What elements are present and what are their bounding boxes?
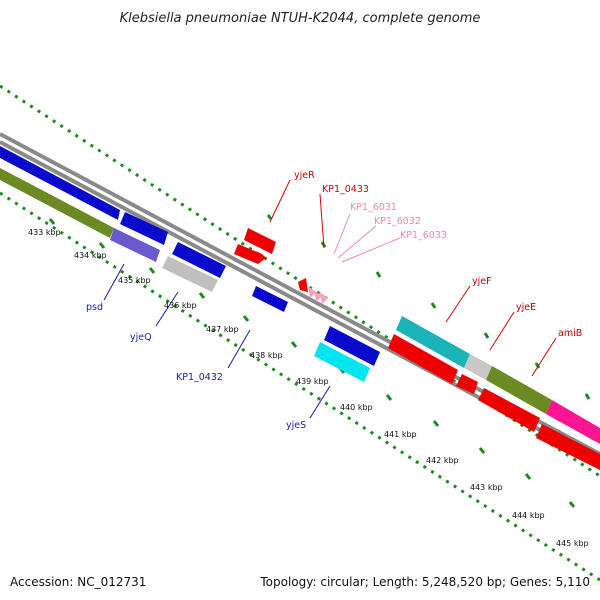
feature-red-2 bbox=[234, 244, 266, 264]
gene-label-KP1_6031: KP1_6031 bbox=[350, 202, 397, 213]
feature-red-1 bbox=[244, 228, 276, 254]
leader-lines-red bbox=[269, 179, 557, 377]
feature-blue-1 bbox=[120, 212, 168, 245]
gene-label-yjeS: yjeS bbox=[286, 420, 306, 431]
scale-label: 440 kbp bbox=[340, 403, 373, 412]
feature-red-4 bbox=[456, 374, 478, 394]
scale-labels: 433 kbp 434 kbp 435 kbp 436 kbp 437 kbp … bbox=[28, 228, 589, 548]
scale-label: 435 kbp bbox=[118, 276, 151, 285]
topology-label: Topology: circular; Length: 5,248,520 bp… bbox=[259, 575, 590, 589]
map-title: Klebsiella pneumoniae NTUH-K2044, comple… bbox=[120, 11, 481, 26]
feature-magenta bbox=[546, 400, 600, 444]
inner-ring-ticks bbox=[48, 218, 576, 508]
scale-label: 438 kbp bbox=[250, 351, 283, 360]
feature-blue-3 bbox=[252, 286, 288, 312]
scale-label: 443 kbp bbox=[470, 483, 503, 492]
feature-olive-2 bbox=[486, 366, 552, 414]
leader-lines-pink bbox=[333, 213, 401, 263]
gene-label-yjeF: yjeF bbox=[472, 276, 492, 287]
feature-blue-2 bbox=[172, 242, 226, 278]
inner-dotted-ring bbox=[0, 191, 600, 582]
feature-pink-3 bbox=[320, 292, 328, 304]
feature-teal bbox=[396, 316, 470, 368]
feature-red-small bbox=[298, 278, 308, 292]
scale-label: 433 kbp bbox=[28, 228, 61, 237]
scale-label: 439 kbp bbox=[296, 377, 329, 386]
gene-label-amiB: amiB bbox=[558, 328, 582, 339]
gene-label-yjeR: yjeR bbox=[294, 170, 315, 181]
gene-label-yjeQ: yjeQ bbox=[130, 332, 152, 343]
feature-grey bbox=[162, 256, 218, 292]
feature-slate-blue bbox=[110, 228, 160, 262]
gene-label-KP1_0432: KP1_0432 bbox=[176, 372, 223, 383]
feature-red-3 bbox=[388, 334, 458, 384]
scale-label: 441 kbp bbox=[384, 430, 417, 439]
scale-label: 436 kbp bbox=[164, 301, 197, 310]
feature-cyan bbox=[314, 342, 370, 382]
feature-pink-2 bbox=[314, 290, 322, 302]
feature-pink-1 bbox=[308, 286, 316, 298]
outer-ring-ticks bbox=[266, 214, 591, 400]
feature-olive-long bbox=[0, 168, 114, 238]
scale-label: 434 kbp bbox=[74, 251, 107, 260]
leader-lines-blue bbox=[103, 263, 331, 419]
scale-label: 442 kbp bbox=[426, 456, 459, 465]
feature-red-6 bbox=[536, 424, 600, 470]
scale-label: 437 kbp bbox=[206, 325, 239, 334]
gene-label-yjeE: yjeE bbox=[516, 302, 536, 313]
feature-blue-long bbox=[0, 146, 120, 220]
scale-label: 444 kbp bbox=[512, 511, 545, 520]
gene-label-KP1_6033: KP1_6033 bbox=[400, 230, 447, 241]
feature-red-5 bbox=[478, 388, 540, 432]
gene-label-KP1_0433: KP1_0433 bbox=[322, 184, 369, 195]
gene-label-KP1_6032: KP1_6032 bbox=[374, 216, 421, 227]
accession-label: Accession: NC_012731 bbox=[10, 575, 146, 589]
scale-label: 445 kbp bbox=[556, 539, 589, 548]
feature-grey-2 bbox=[464, 354, 492, 380]
gene-label-psd: psd bbox=[86, 302, 103, 313]
feature-blue-4 bbox=[324, 326, 380, 366]
